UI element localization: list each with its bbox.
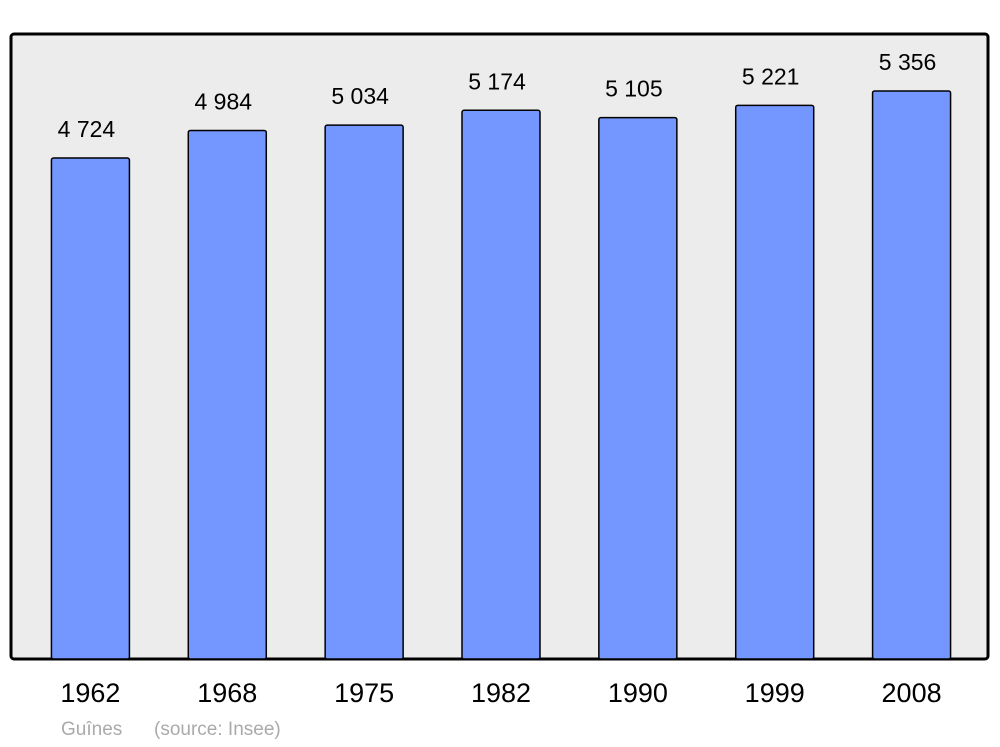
bar	[598, 116, 678, 660]
value-label: 5 174	[468, 68, 526, 94]
bar	[324, 124, 404, 660]
place-name: Guînes	[61, 719, 122, 740]
value-label: 4 724	[58, 116, 116, 142]
x-tick-label: 1975	[334, 678, 394, 708]
value-label: 5 356	[879, 49, 937, 75]
value-label: 5 221	[742, 63, 800, 89]
x-tick-label: 1968	[197, 678, 257, 708]
bar	[461, 109, 541, 660]
bar	[734, 104, 815, 660]
bar	[50, 157, 131, 660]
value-label: 5 034	[331, 83, 389, 109]
x-tick-label: 1962	[60, 678, 120, 708]
x-tick-label: 2008	[882, 678, 942, 708]
x-tick-label: 1999	[745, 678, 805, 708]
bar	[187, 129, 268, 660]
value-label: 5 105	[605, 76, 663, 102]
source: (source: Insee)	[154, 719, 281, 740]
x-tick-label: 1990	[608, 678, 668, 708]
x-tick-label: 1982	[471, 678, 531, 708]
value-label: 4 984	[195, 89, 253, 115]
bar	[871, 90, 952, 660]
